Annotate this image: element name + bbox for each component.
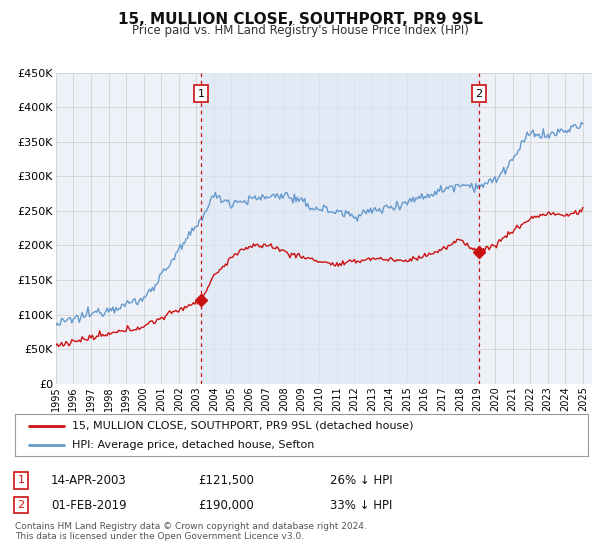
Text: Contains HM Land Registry data © Crown copyright and database right 2024.: Contains HM Land Registry data © Crown c… (15, 522, 367, 531)
Text: 14-APR-2003: 14-APR-2003 (51, 474, 127, 487)
Text: 1: 1 (198, 88, 205, 99)
Text: This data is licensed under the Open Government Licence v3.0.: This data is licensed under the Open Gov… (15, 532, 304, 541)
Text: £121,500: £121,500 (198, 474, 254, 487)
Text: 2: 2 (475, 88, 482, 99)
Text: 01-FEB-2019: 01-FEB-2019 (51, 498, 127, 512)
Text: 1: 1 (17, 475, 25, 486)
Bar (201, 73, 479, 384)
Text: 2: 2 (17, 500, 25, 510)
Text: HPI: Average price, detached house, Sefton: HPI: Average price, detached house, Seft… (73, 440, 314, 450)
Text: 26% ↓ HPI: 26% ↓ HPI (330, 474, 392, 487)
Text: 15, MULLION CLOSE, SOUTHPORT, PR9 9SL: 15, MULLION CLOSE, SOUTHPORT, PR9 9SL (118, 12, 482, 27)
Text: Price paid vs. HM Land Registry's House Price Index (HPI): Price paid vs. HM Land Registry's House … (131, 24, 469, 36)
Text: 15, MULLION CLOSE, SOUTHPORT, PR9 9SL (detached house): 15, MULLION CLOSE, SOUTHPORT, PR9 9SL (d… (73, 421, 414, 431)
Text: 33% ↓ HPI: 33% ↓ HPI (330, 498, 392, 512)
Text: £190,000: £190,000 (198, 498, 254, 512)
